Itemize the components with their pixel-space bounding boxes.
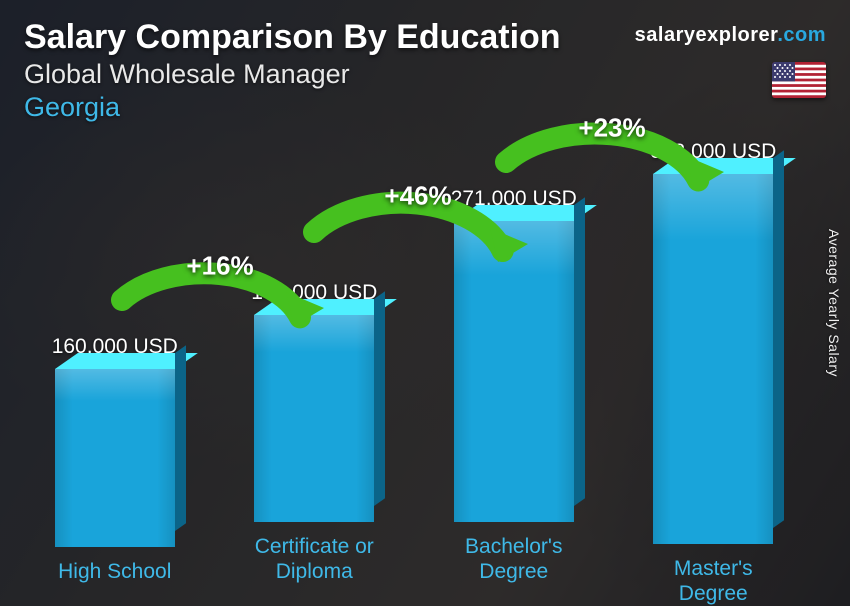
location-label: Georgia — [24, 92, 826, 123]
bar — [55, 369, 175, 547]
bar — [653, 174, 773, 544]
brand-logo: salaryexplorer.com — [635, 24, 826, 47]
header: Salary Comparison By Education Global Wh… — [24, 18, 826, 123]
increase-badge: +46% — [384, 181, 451, 212]
increase-badge: +16% — [186, 251, 253, 282]
y-axis: Average Yearly Salary — [826, 0, 842, 606]
bar-category-label: Master'sDegree — [674, 556, 753, 606]
bar — [454, 221, 574, 522]
bar-slot: 186,000 USD Certificate orDiploma — [224, 140, 406, 584]
bar-category-label: High School — [58, 559, 171, 584]
bar-category-label: Bachelor'sDegree — [465, 534, 562, 584]
y-axis-label: Average Yearly Salary — [826, 229, 842, 377]
chart-container: Salary Comparison By Education Global Wh… — [0, 0, 850, 606]
brand-suffix: .com — [777, 24, 826, 46]
job-title: Global Wholesale Manager — [24, 59, 826, 90]
bar-slot: 333,000 USD Master'sDegree — [623, 140, 805, 584]
bar-category-label: Certificate orDiploma — [255, 534, 374, 584]
bar — [254, 315, 374, 522]
increase-badge: +23% — [578, 113, 645, 144]
bar-slot: 160,000 USD High School — [24, 140, 206, 584]
country-flag-icon — [772, 62, 826, 98]
brand-name: salaryexplorer — [635, 24, 778, 46]
